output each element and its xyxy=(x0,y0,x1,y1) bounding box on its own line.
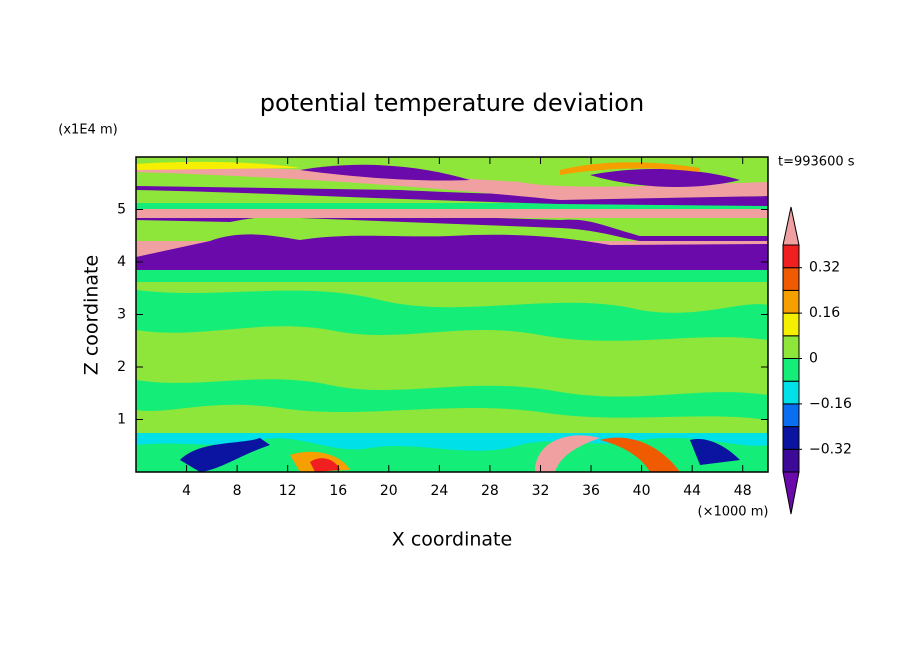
x-tick-label: 28 xyxy=(481,483,499,499)
y-tick-label: 5 xyxy=(117,202,126,218)
colorbar-tick-label: 0 xyxy=(809,351,818,367)
x-tick-label: 12 xyxy=(279,483,297,499)
colorbar-box xyxy=(782,426,800,450)
x-tick-label: 48 xyxy=(734,483,752,499)
colorbar-box xyxy=(782,403,800,428)
colorbar-tick-label: 0.16 xyxy=(809,305,840,321)
colorbar-box xyxy=(782,267,800,291)
x-unit-label: (×1000 m) xyxy=(698,505,769,520)
x-tick-label: 16 xyxy=(329,483,347,499)
x-tick-label: 20 xyxy=(380,483,398,499)
x-tick-label: 24 xyxy=(430,483,448,499)
colorbar-box xyxy=(782,289,800,314)
colorbar-tick-label: 0.32 xyxy=(809,260,840,276)
x-axis-label: X coordinate xyxy=(392,529,512,551)
x-tick-label: 8 xyxy=(233,483,242,499)
chart-title: potential temperature deviation xyxy=(260,89,644,117)
y-tick-label: 4 xyxy=(117,254,126,270)
y-axis-label: Z coordinate xyxy=(81,255,103,375)
colorbar-tick-label: −0.32 xyxy=(809,441,852,457)
colorbar-box xyxy=(782,335,800,359)
colorbar-box xyxy=(782,448,800,473)
y-unit-label: (x1E4 m) xyxy=(58,123,117,138)
colorbar-triangle xyxy=(782,206,800,246)
x-tick-label: 44 xyxy=(683,483,701,499)
colorbar-triangle xyxy=(782,471,800,515)
y-tick-label: 2 xyxy=(117,359,126,375)
annotation: t=993600 s xyxy=(778,155,855,170)
x-tick-label: 36 xyxy=(582,483,600,499)
x-tick-label: 32 xyxy=(532,483,550,499)
colorbar-box xyxy=(782,312,800,337)
contour-field xyxy=(136,157,768,472)
x-tick-label: 4 xyxy=(182,483,191,499)
colorbar-box xyxy=(782,380,800,405)
colorbar-tick-label: −0.16 xyxy=(809,396,852,412)
colorbar-box xyxy=(782,358,800,382)
colorbar-box xyxy=(782,244,800,269)
x-tick-label: 40 xyxy=(633,483,651,499)
y-tick-label: 3 xyxy=(117,307,126,323)
y-tick-label: 1 xyxy=(117,412,126,428)
